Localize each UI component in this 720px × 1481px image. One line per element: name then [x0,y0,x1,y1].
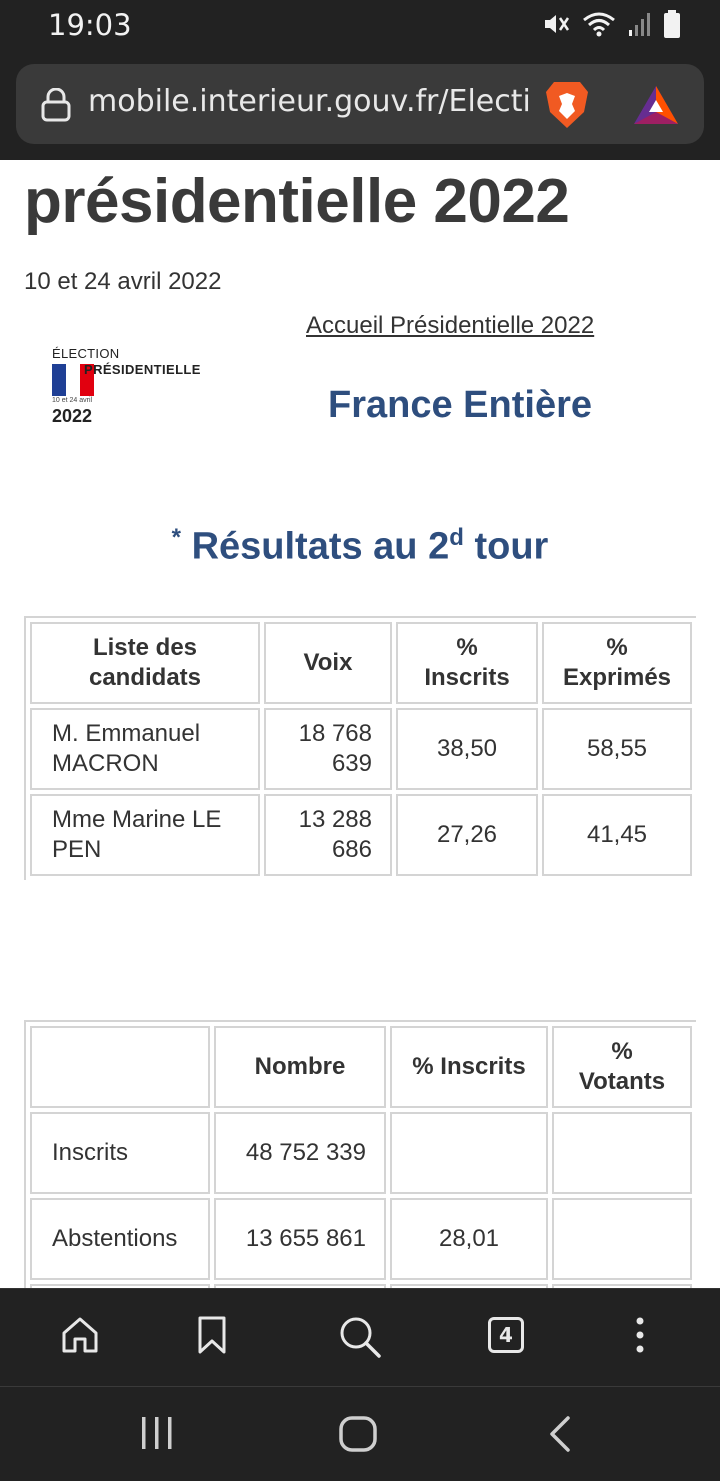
battery-icon [664,10,680,38]
header-cell: % Inscrits [396,622,538,704]
more-icon[interactable] [632,1315,648,1355]
header-cell [30,1026,210,1108]
mute-icon [545,15,570,33]
table-row: Mme Marine LE PEN 13 288 686 27,26 41,45 [30,794,692,876]
row-pct-inscrits [390,1284,548,1288]
row-label: Inscrits [30,1112,210,1194]
home-link[interactable]: Accueil Présidentielle 2022 [306,312,595,339]
row-pct-votants [552,1112,692,1194]
page-title: présidentielle 2022 [24,167,570,236]
browser-toolbar: 4 [0,1288,720,1387]
logo-line-presidentielle: PRÉSIDENTIELLE [84,362,201,377]
url-text[interactable]: mobile.interieur.gouv.fr/Electio [88,84,532,119]
row-label: Abstentions [30,1198,210,1280]
row-pct-votants [552,1284,692,1288]
logo-line-dates: 10 et 24 avril [52,397,93,404]
status-bar: 19:03 [0,0,720,52]
row-nombre: 13 655 861 [214,1198,386,1280]
results-sup: d [449,524,464,551]
candidate-pct-inscrits: 38,50 [396,708,538,790]
search-icon[interactable] [338,1315,382,1359]
status-icons [542,10,680,38]
back-icon[interactable] [548,1415,572,1453]
candidate-name: M. Emmanuel MACRON [30,708,260,790]
bookmark-icon[interactable] [196,1315,228,1355]
flag-icon [52,364,94,396]
bat-rewards-icon[interactable] [632,84,680,126]
candidate-pct-exprimes: 58,55 [542,708,692,790]
browser-header: mobile.interieur.gouv.fr/Electio [0,52,720,160]
row-pct-votants [552,1198,692,1280]
row-nombre: 48 752 339 [214,1112,386,1194]
candidates-table: Liste des candidats Voix % Inscrits % Ex… [24,616,696,880]
logo-line-year: 2022 [52,406,93,426]
signal-icon [629,13,650,36]
region-title: France Entière [328,384,592,426]
table-header-row: Liste des candidats Voix % Inscrits % Ex… [30,622,692,704]
address-bar[interactable]: mobile.interieur.gouv.fr/Electio [16,64,704,144]
candidate-name: Mme Marine LE PEN [30,794,260,876]
header-cell: % Exprimés [542,622,692,704]
lock-icon [41,88,71,122]
header-cell: Nombre [214,1026,386,1108]
row-pct-inscrits [390,1112,548,1194]
logo-line-election: ÉLECTION [52,346,120,361]
table-header-row: Nombre % Inscrits % Votants [30,1026,692,1108]
results-prefix: Résultats au 2 [191,525,450,568]
election-logo: ÉLECTION PRÉSIDENTIELLE 10 et 24 avril 2… [52,346,212,432]
wifi-icon [583,12,615,37]
candidate-voix: 13 288 686 [264,794,392,876]
tabs-icon[interactable]: 4 [488,1317,524,1353]
candidate-pct-inscrits: 27,26 [396,794,538,876]
recents-icon[interactable] [140,1415,174,1451]
system-navigation-bar [0,1386,720,1481]
header-cell: Liste des candidats [30,622,260,704]
results-star: * [171,524,181,551]
table-row: M. Emmanuel MACRON 18 768 639 38,50 58,5… [30,708,692,790]
status-time: 19:03 [48,8,132,42]
home-nav-icon[interactable] [338,1415,378,1453]
candidate-voix: 18 768 639 [264,708,392,790]
election-dates: 10 et 24 avril 2022 [24,268,222,295]
brave-lion-icon[interactable] [544,80,590,130]
candidate-pct-exprimes: 41,45 [542,794,692,876]
results-title: * Résultats au 2d tour [0,524,720,569]
tab-count: 4 [499,1323,513,1347]
table-row: Inscrits 48 752 339 [30,1112,692,1194]
row-nombre [214,1284,386,1288]
table-row [30,1284,692,1288]
page-content: présidentielle 2022 10 et 24 avril 2022 … [0,160,720,1288]
row-pct-inscrits: 28,01 [390,1198,548,1280]
results-suffix: tour [463,525,549,568]
header-cell: % Inscrits [390,1026,548,1108]
header-cell: Voix [264,622,392,704]
participation-table: Nombre % Inscrits % Votants Inscrits 48 … [24,1020,696,1288]
table-row: Abstentions 13 655 861 28,01 [30,1198,692,1280]
home-icon[interactable] [60,1315,100,1355]
header-cell: % Votants [552,1026,692,1108]
row-label [30,1284,210,1288]
